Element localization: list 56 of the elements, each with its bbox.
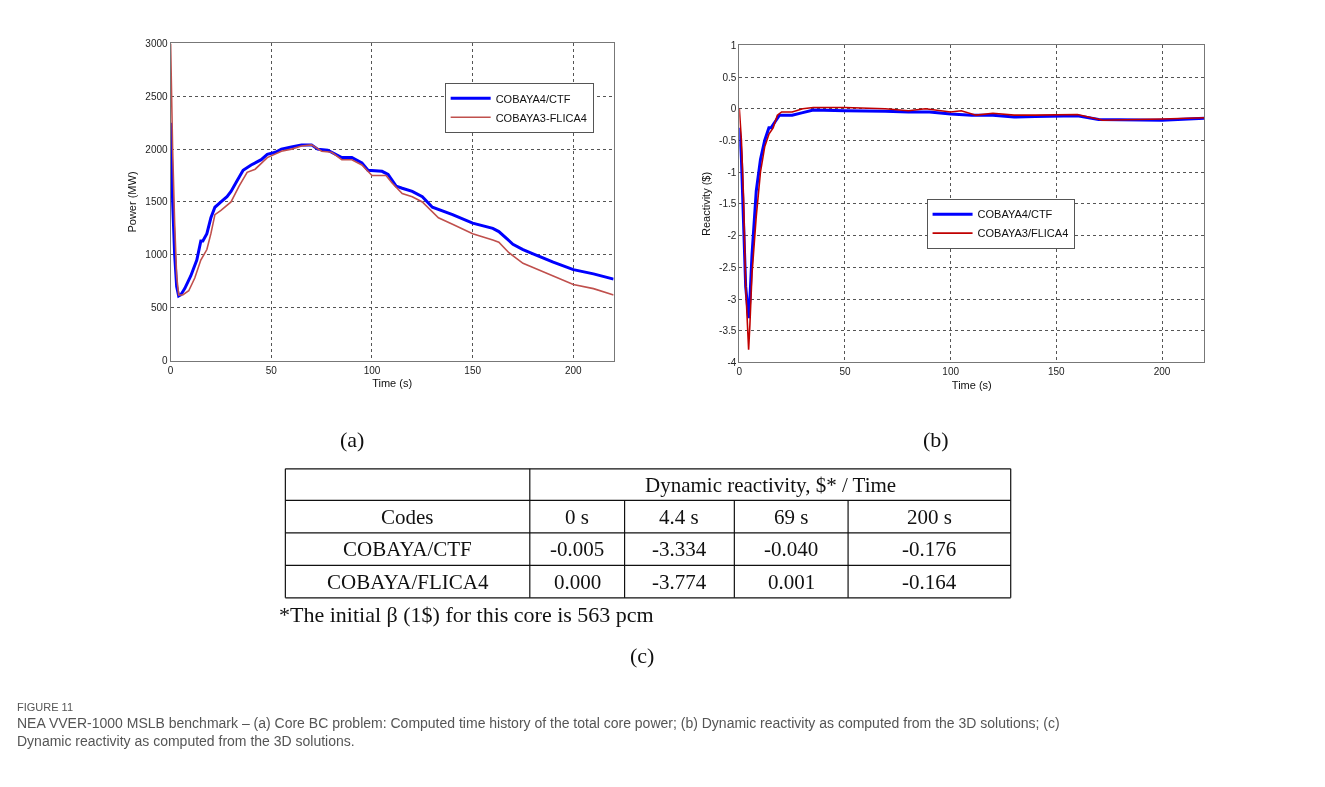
y-tick-label: 2500 (145, 90, 169, 102)
legend-label: COBAYA3-FLICA4 (495, 111, 587, 124)
x-tick-label: 50 (839, 366, 851, 378)
text: COBAYA/CTF (343, 537, 472, 561)
x-tick-label: 150 (1048, 366, 1066, 378)
text: -3.334 (652, 537, 707, 561)
x-axis-title: Time (s) (951, 378, 992, 391)
text: -0.164 (902, 570, 957, 594)
legend-label: COBAYA4/CTF (495, 92, 571, 105)
y-tick-label: -3.5 (719, 325, 737, 337)
y-tick-label: 1 (730, 39, 737, 51)
x-tick-label: 50 (265, 364, 278, 376)
text: NEA VVER-1000 MSLB benchmark – (a) Core BC problem: Computed time history of the total core power; (b) Dynamic reactivity as computed from the 3D solutions; (c) Dynamic reactivity as computed from the 3D solutions. (17, 715, 1060, 750)
y-tick-label: 1000 (145, 249, 169, 261)
y-tick-label: 3000 (145, 37, 169, 49)
text: (b) (923, 427, 949, 452)
text: -0.040 (764, 537, 819, 561)
x-axis-title: Time (s) (372, 376, 413, 389)
caption: FIGURE 11 (17, 701, 74, 713)
y-tick-label: 0.5 (722, 71, 737, 83)
text: *The initial β (1$) for this core is 563 pcm (279, 602, 654, 627)
legend-label: COBAYA3/FLICA4 (977, 227, 1069, 240)
y-tick-label: -1.5 (719, 198, 737, 210)
text: (a) (340, 427, 365, 452)
text: -0.176 (902, 537, 957, 561)
x-tick-label: 100 (363, 364, 381, 376)
y-tick-label: -1 (727, 166, 737, 178)
x-tick-label: 200 (1153, 366, 1171, 378)
text: 200 s (907, 505, 952, 529)
x-tick-label: 200 (565, 364, 583, 376)
text: Dynamic reactivity, $* / Time (645, 473, 897, 497)
y-tick-label: 2000 (145, 143, 169, 155)
text: 0 s (565, 505, 589, 529)
text: Codes (381, 505, 434, 529)
x-tick-label: 150 (464, 364, 482, 376)
text: (c) (630, 643, 655, 668)
x-tick-label: 100 (942, 366, 960, 378)
y-tick-label: -4 (727, 356, 737, 368)
legend-label: COBAYA4/CTF (977, 208, 1053, 221)
text: COBAYA/FLICA4 (327, 570, 489, 594)
y-tick-label: 500 (150, 302, 169, 314)
text: 0.001 (768, 570, 816, 594)
text: 4.4 s (659, 505, 699, 529)
y-tick-label: -2.5 (719, 261, 737, 273)
y-tick-label: 1500 (145, 196, 169, 208)
y-tick-label: -0.5 (719, 135, 737, 147)
y-axis-title: Reactivity ($) (699, 171, 712, 237)
y-tick-label: -2 (727, 230, 737, 242)
text: -0.005 (550, 537, 605, 561)
y-tick-label: 0 (162, 355, 169, 367)
y-tick-label: -3 (727, 293, 737, 305)
text: 0.000 (554, 570, 602, 594)
y-axis-title: Power (MW) (126, 171, 139, 233)
text: -3.774 (652, 570, 707, 594)
text: 69 s (774, 505, 809, 529)
y-tick-label: 0 (730, 103, 737, 115)
